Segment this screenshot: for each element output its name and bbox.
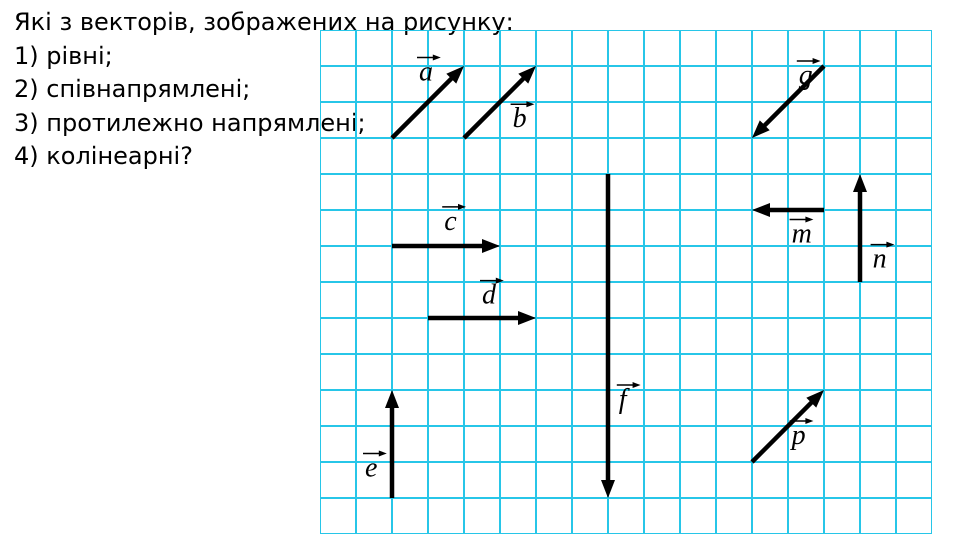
vector-label-a: a	[419, 56, 433, 87]
vector-n-arrowhead	[853, 174, 867, 192]
vector-m-arrowhead	[752, 203, 770, 217]
vector-c-arrowhead	[482, 239, 500, 253]
vector-label-p-overline-arrow	[805, 418, 813, 424]
vector-label-b: b	[513, 103, 527, 134]
vector-e-arrowhead	[385, 390, 399, 408]
vector-p	[752, 395, 819, 462]
vector-label-n: n	[873, 244, 887, 275]
vector-label-g-overline-arrow	[813, 58, 821, 64]
vector-label-e-overline-arrow	[379, 450, 387, 456]
vector-d-arrowhead	[518, 311, 536, 325]
vector-g	[757, 66, 824, 133]
vector-label-d: d	[482, 280, 497, 311]
vector-diagram: a b c d e f g m n p	[320, 30, 932, 534]
vector-label-f-overline-arrow	[633, 382, 641, 388]
vector-label-m: m	[792, 218, 812, 249]
vector-label-p: p	[790, 420, 806, 451]
vector-f-arrowhead	[601, 480, 615, 498]
vector-label-e: e	[365, 452, 377, 483]
vector-label-g: g	[799, 60, 813, 91]
vector-label-a-overline-arrow	[433, 54, 441, 60]
vector-label-c: c	[444, 206, 457, 237]
vector-label-f: f	[619, 384, 630, 415]
